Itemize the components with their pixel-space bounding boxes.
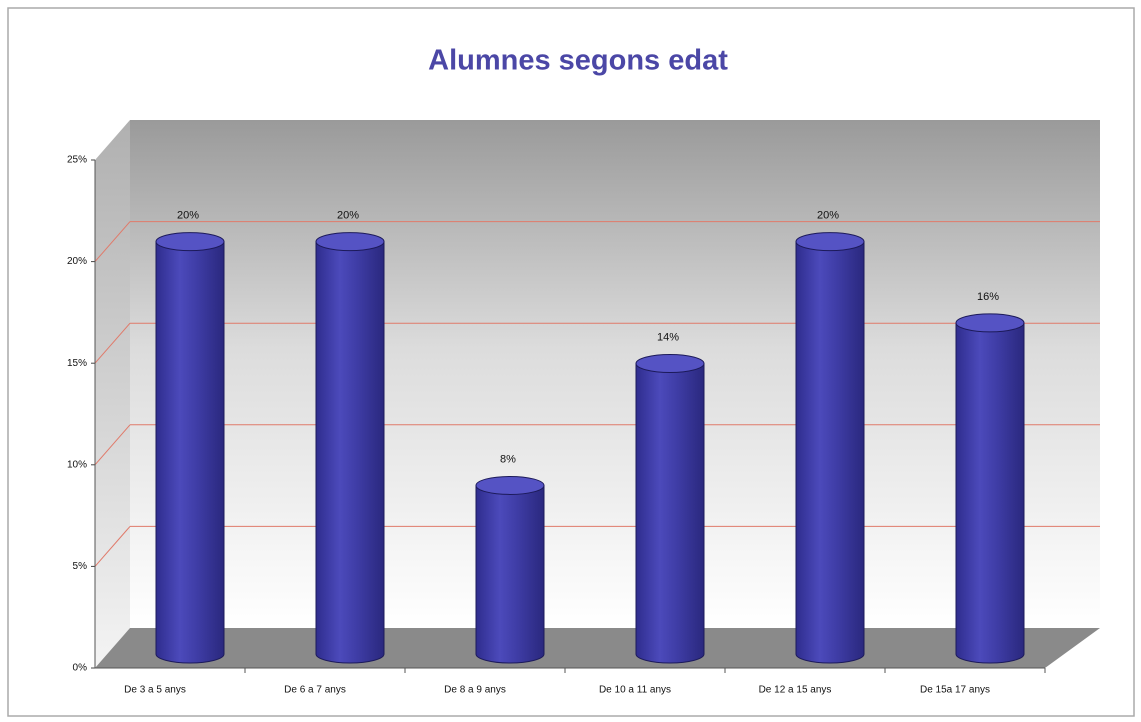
x-tick-label: De 6 a 7 anys xyxy=(284,685,346,696)
value-label: 16% xyxy=(977,291,999,303)
side-wall xyxy=(95,120,130,668)
value-label: 20% xyxy=(817,210,839,222)
floor xyxy=(95,628,1100,668)
back-wall xyxy=(130,120,1100,628)
value-label: 20% xyxy=(337,210,359,222)
x-tick-label: De 12 a 15 anys xyxy=(759,685,832,696)
grid-line xyxy=(94,424,131,466)
bar-top xyxy=(155,232,225,252)
bar xyxy=(955,322,1025,664)
bar xyxy=(475,484,545,664)
y-tick-label: 0% xyxy=(73,663,88,674)
y-tick-label: 20% xyxy=(67,256,87,267)
y-tick-label: 15% xyxy=(67,358,87,369)
bar-top xyxy=(315,232,385,252)
x-tick-label: De 8 a 9 anys xyxy=(444,685,506,696)
value-label: 20% xyxy=(177,210,199,222)
y-tick-label: 5% xyxy=(73,561,88,572)
y-tick-label: 10% xyxy=(67,459,87,470)
grid-line xyxy=(94,322,131,364)
grid-line xyxy=(94,221,131,262)
grid-line xyxy=(94,526,131,567)
chart-title: Alumnes segons edat xyxy=(428,45,728,77)
bar-top xyxy=(955,313,1025,333)
value-label: 14% xyxy=(657,331,679,343)
bar xyxy=(315,241,385,664)
value-label: 8% xyxy=(500,453,516,465)
bar xyxy=(635,363,705,664)
x-tick-label: De 3 a 5 anys xyxy=(124,685,186,696)
y-tick-label: 25% xyxy=(67,155,87,166)
bar xyxy=(155,241,225,664)
bar-top xyxy=(475,475,545,495)
bar-top xyxy=(795,232,865,252)
x-tick-label: De 15a 17 anys xyxy=(920,685,990,696)
x-tick-label: De 10 a 11 anys xyxy=(599,685,671,696)
bar xyxy=(795,241,865,664)
bar-top xyxy=(635,354,705,374)
